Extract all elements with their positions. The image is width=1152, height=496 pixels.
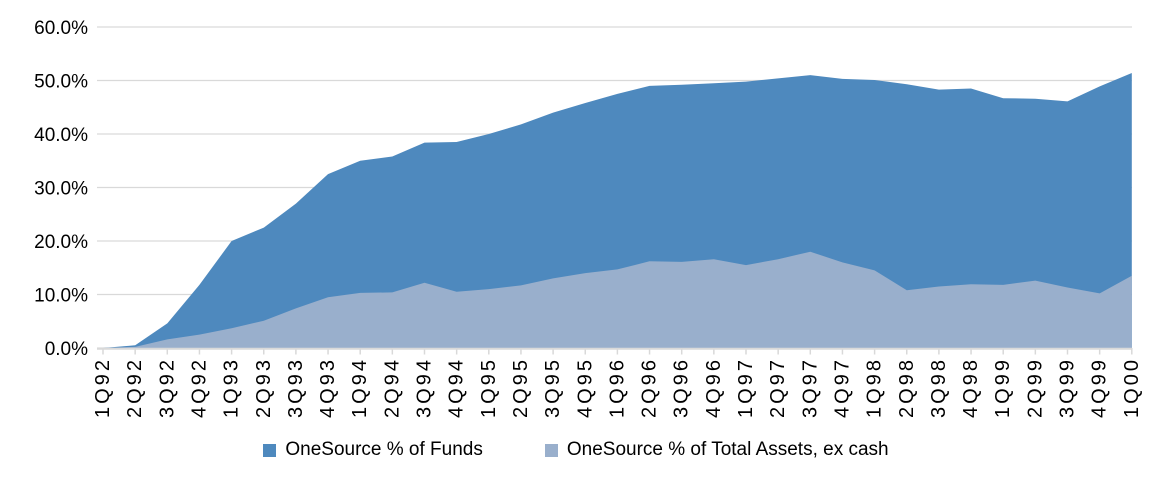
x-axis-label: 1Q93: [221, 357, 243, 418]
y-axis-label: 0.0%: [45, 339, 88, 360]
legend-label-funds: OneSource % of Funds: [285, 439, 483, 460]
x-axis-label: 3Q98: [928, 357, 950, 418]
x-axis-label: 1Q00: [1121, 357, 1143, 418]
x-axis-label: 4Q97: [831, 357, 853, 418]
legend-swatch-funds: [263, 443, 277, 457]
x-axis-label: 2Q93: [253, 357, 275, 418]
x-axis-label: 4Q94: [446, 357, 468, 418]
legend-swatch-assets: [544, 443, 558, 457]
x-axis-label: 2Q94: [381, 357, 403, 418]
legend-item-funds: OneSource % of Funds: [263, 439, 483, 461]
x-axis-label: 2Q92: [124, 357, 146, 418]
x-axis-label: 2Q95: [510, 357, 532, 418]
x-axis-label: 4Q99: [1089, 357, 1111, 418]
x-axis-label: 3Q95: [542, 357, 564, 418]
x-axis-label: 3Q94: [414, 357, 436, 418]
x-axis-label: 2Q97: [767, 357, 789, 418]
x-axis-label: 4Q92: [188, 357, 210, 418]
x-axis-label: 2Q99: [1024, 357, 1046, 418]
x-axis-label: 1Q97: [735, 357, 757, 418]
y-axis-label: 40.0%: [34, 125, 88, 146]
x-axis-label: 3Q92: [156, 357, 178, 418]
x-axis-label: 2Q98: [896, 357, 918, 418]
legend-label-assets: OneSource % of Total Assets, ex cash: [566, 439, 889, 460]
x-axis-label: 1Q98: [864, 357, 886, 418]
x-axis-label: 3Q93: [285, 357, 307, 418]
y-axis-label: 50.0%: [34, 72, 88, 93]
x-axis-label: 4Q98: [960, 357, 982, 418]
y-axis-label: 20.0%: [34, 232, 88, 253]
x-axis-label: 3Q96: [671, 357, 693, 418]
x-axis-label: 1Q95: [478, 357, 500, 418]
y-axis-label: 10.0%: [34, 286, 88, 307]
x-axis-label: 1Q94: [349, 357, 371, 418]
y-axis-label: 60.0%: [34, 18, 88, 39]
x-axis-label: 1Q96: [606, 357, 628, 418]
area-assets: [103, 251, 1132, 348]
x-axis-label: 4Q96: [703, 357, 725, 418]
x-axis-label: 1Q99: [992, 357, 1014, 418]
legend-item-assets: OneSource % of Total Assets, ex cash: [544, 439, 889, 461]
x-axis-label: 2Q96: [639, 357, 661, 418]
x-axis-label: 1Q92: [92, 357, 114, 418]
legend: OneSource % of Funds OneSource % of Tota…: [0, 436, 1152, 464]
y-axis-label: 30.0%: [34, 179, 88, 200]
x-axis-label: 3Q97: [799, 357, 821, 418]
x-axis-label: 3Q99: [1057, 357, 1079, 418]
x-axis-label: 4Q95: [574, 357, 596, 418]
x-axis-label: 4Q93: [317, 357, 339, 418]
